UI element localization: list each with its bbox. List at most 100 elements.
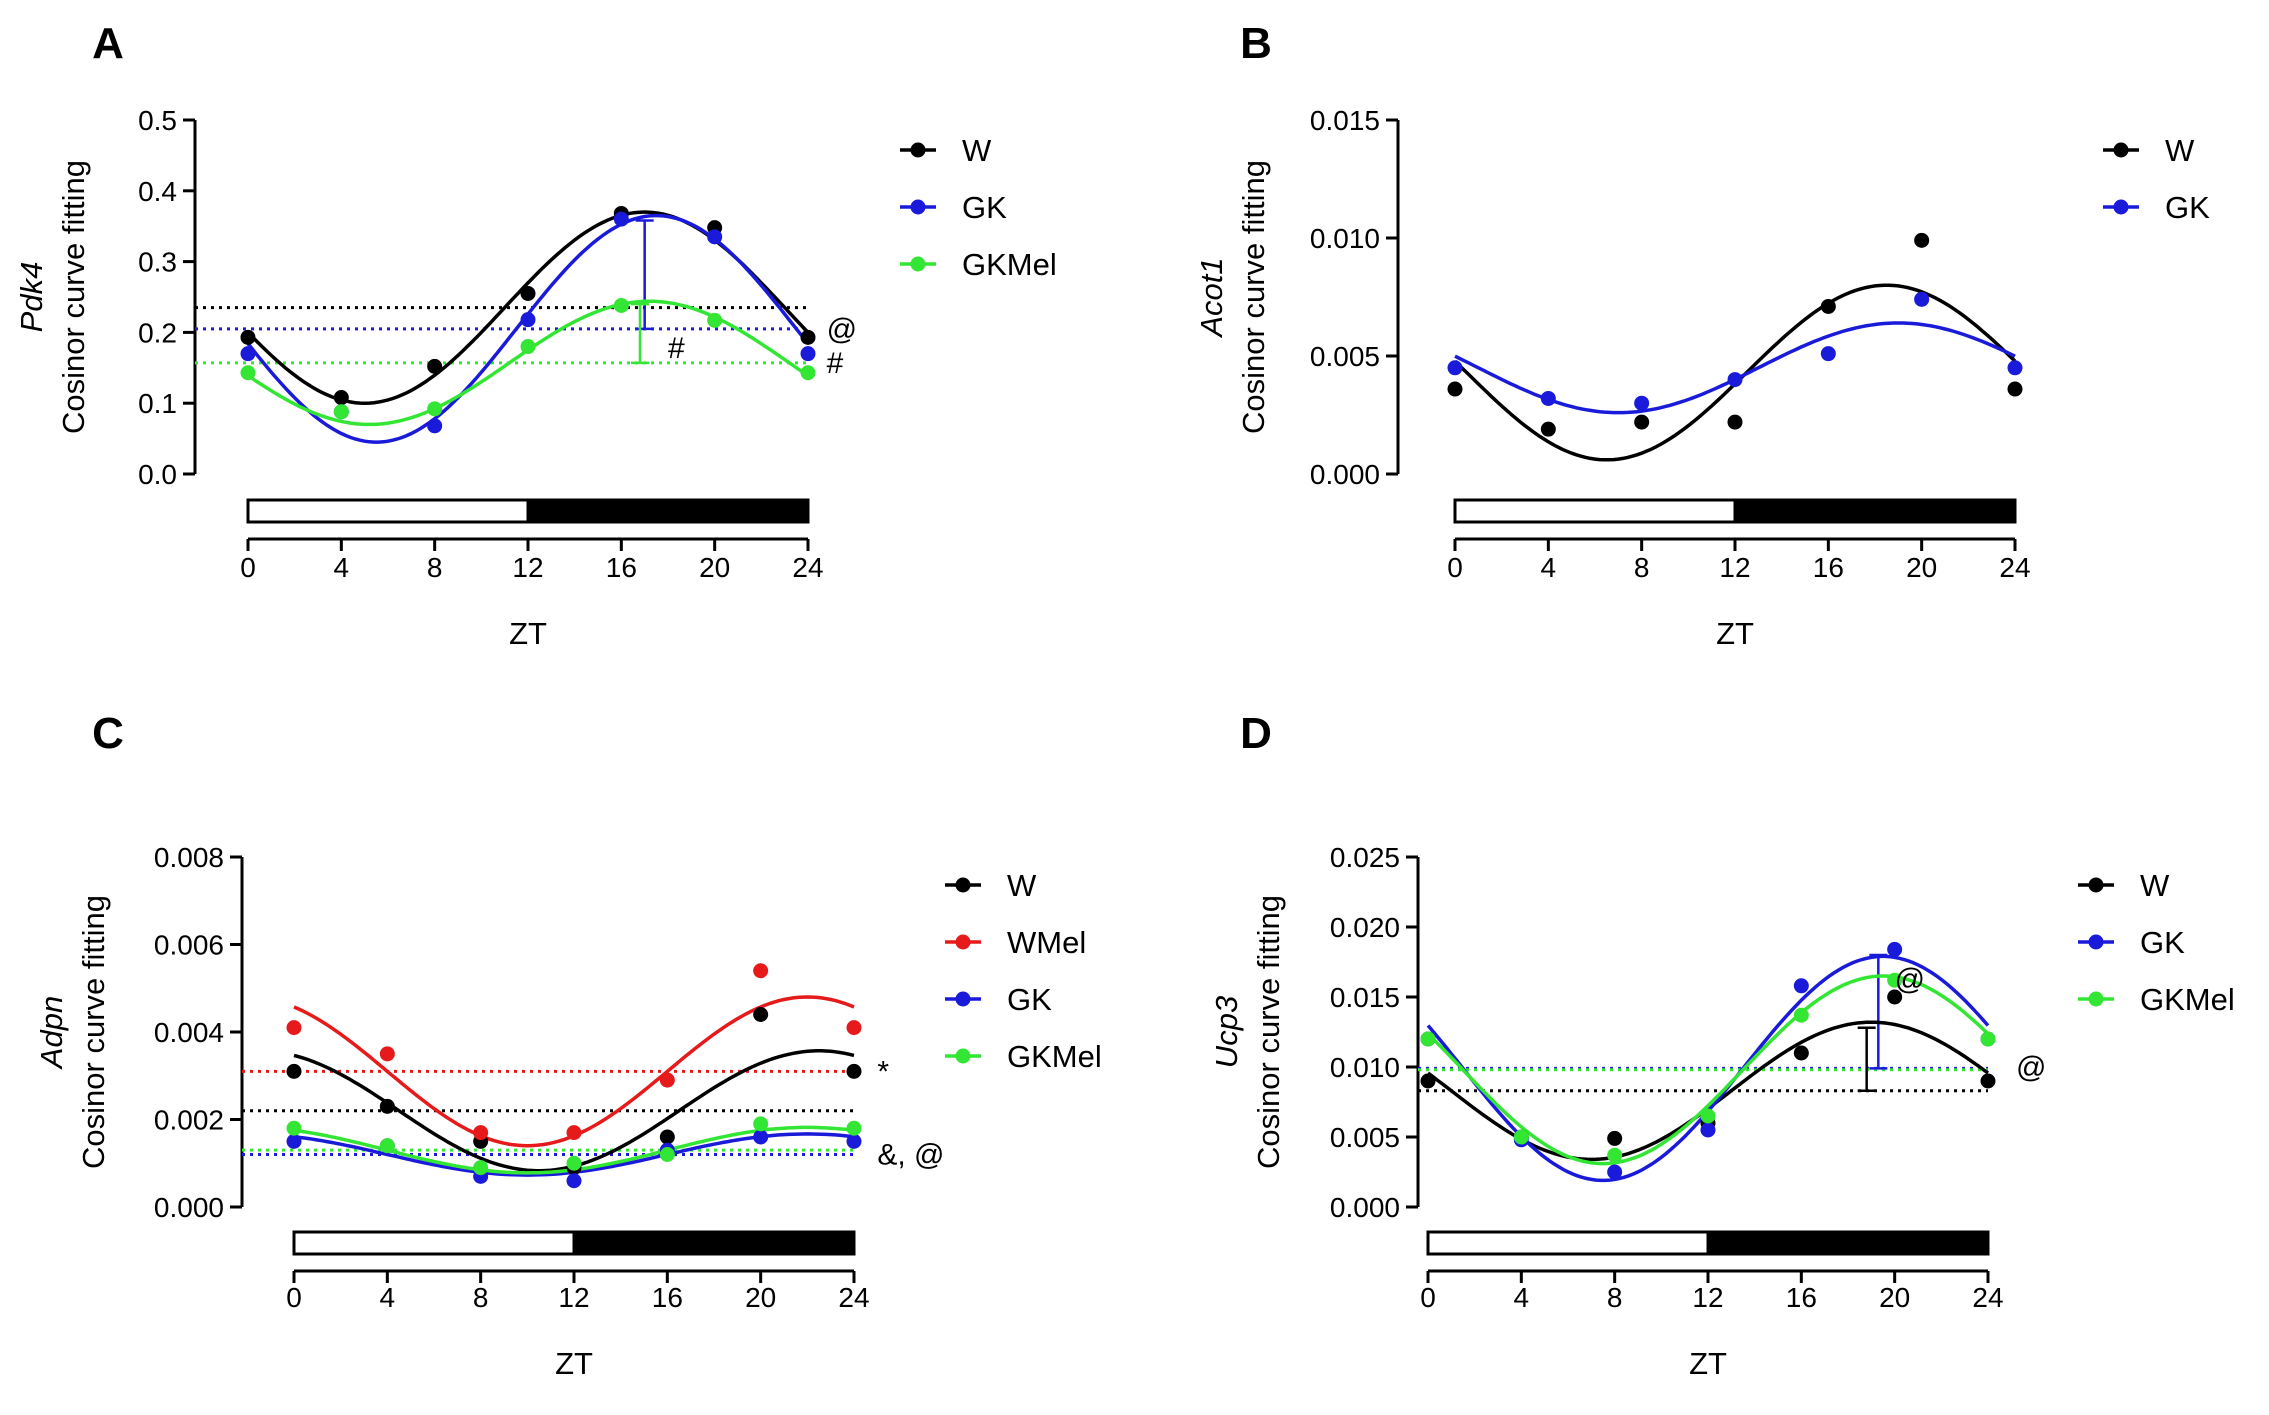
x-tick-label: 8 — [427, 552, 443, 583]
legend-label: GK — [2140, 925, 2185, 960]
data-point-gk — [286, 1133, 302, 1149]
data-point-gk — [753, 1129, 769, 1145]
legend-label: GKMel — [2140, 982, 2235, 1017]
data-point-gkmel — [659, 1147, 675, 1162]
panel-letter: A — [92, 19, 124, 68]
y-axis-gene-label: Adpn — [34, 996, 69, 1070]
data-point-w — [800, 329, 816, 345]
x-tick-label: 0 — [1447, 552, 1463, 583]
fit-curve-gk — [1454, 321, 2016, 415]
legend-item-gkmel: GKMel — [945, 1039, 1102, 1074]
y-tick-label: 0.015 — [1310, 105, 1380, 136]
data-point-w — [846, 1063, 862, 1079]
y-tick-label: 0.006 — [154, 930, 224, 961]
light-phase-bar — [292, 1230, 576, 1256]
dark-phase-bar — [1706, 1230, 1990, 1256]
x-tick-label: 24 — [792, 552, 823, 583]
legend-swatch-marker — [2088, 991, 2104, 1007]
y-tick-label: 0.0 — [138, 459, 177, 490]
x-tick-label: 8 — [473, 1282, 489, 1313]
legend-item-gkmel: GKMel — [2078, 982, 2235, 1017]
data-point-gkmel — [427, 401, 443, 417]
x-tick-label: 24 — [838, 1282, 869, 1313]
significance-annotation: &, @ — [877, 1139, 944, 1172]
data-point-w — [427, 358, 443, 374]
y-tick-label: 0.000 — [1330, 1192, 1400, 1223]
data-point-gkmel — [1887, 972, 1903, 988]
data-point-gkmel — [240, 365, 256, 381]
x-tick-label: 12 — [1719, 552, 1750, 583]
significance-annotation: @ — [1895, 963, 1925, 996]
light-phase-bar — [246, 498, 530, 524]
legend-label: GK — [962, 190, 1007, 225]
x-tick-label: 20 — [1906, 552, 1937, 583]
y-axis-gene-label: Pdk4 — [14, 262, 49, 333]
legend-swatch-marker — [955, 991, 971, 1007]
data-point-w — [2007, 381, 2023, 397]
legend-item-w: W — [2103, 133, 2195, 168]
data-point-gk — [707, 229, 723, 245]
x-tick-label: 4 — [1514, 1282, 1530, 1313]
x-tick-label: 16 — [652, 1282, 683, 1313]
data-point-gk — [846, 1133, 862, 1149]
legend-swatch-marker — [2113, 142, 2129, 158]
data-point-w — [1540, 421, 1556, 437]
data-point-w — [1727, 414, 1743, 430]
y-axis-gene-label: Acot1 — [1194, 257, 1229, 338]
x-axis-label: ZT — [555, 1346, 593, 1381]
y-tick-label: 0.010 — [1310, 223, 1380, 254]
data-point-wmel — [379, 1046, 395, 1062]
legend-label: W — [2140, 868, 2170, 903]
legend-item-w: W — [900, 133, 992, 168]
data-point-w — [1634, 414, 1650, 430]
data-point-w — [1607, 1130, 1623, 1146]
panel-letter: D — [1240, 709, 1272, 758]
legend-item-w: W — [945, 868, 1037, 903]
data-point-gk — [240, 346, 256, 362]
legend-item-gk: GK — [945, 982, 1052, 1017]
data-point-w — [753, 1007, 769, 1022]
legend-item-wmel: WMel — [945, 925, 1086, 960]
data-point-gk — [566, 1173, 582, 1189]
x-tick-label: 4 — [334, 552, 350, 583]
legend-item-gk: GK — [900, 190, 1007, 225]
x-axis-label: ZT — [1689, 1346, 1727, 1381]
data-point-gkmel — [1793, 1007, 1809, 1023]
x-tick-label: 12 — [1692, 1282, 1723, 1313]
data-point-gk — [1914, 291, 1930, 307]
dark-phase-bar — [1733, 498, 2017, 524]
legend-swatch-marker — [910, 142, 926, 158]
y-axis-label: Cosinor curve fitting — [76, 895, 111, 1169]
y-tick-label: 0.005 — [1310, 341, 1380, 372]
data-point-gk — [1700, 1122, 1716, 1138]
y-tick-label: 0.4 — [138, 176, 177, 207]
data-point-w — [1980, 1073, 1996, 1089]
legend-swatch-marker — [2088, 934, 2104, 950]
panel-d: D 0.000 0.005 0.010 0.015 0.020 0.025 Ucp3 Cosin… — [1209, 709, 2235, 1381]
data-point-wmel — [753, 963, 769, 979]
data-point-w — [1820, 298, 1836, 314]
data-point-gkmel — [707, 312, 723, 328]
x-tick-label: 12 — [558, 1282, 589, 1313]
data-point-gk — [1887, 941, 1903, 957]
legend-swatch-marker — [955, 934, 971, 950]
legend-swatch-marker — [955, 877, 971, 893]
data-point-wmel — [286, 1020, 302, 1036]
legend-swatch-marker — [2088, 877, 2104, 893]
data-point-wmel — [659, 1072, 675, 1088]
legend-item-gk: GK — [2103, 190, 2210, 225]
legend-swatch-marker — [910, 256, 926, 272]
legend-label: W — [1007, 868, 1037, 903]
x-tick-label: 4 — [1541, 552, 1557, 583]
y-tick-label: 0.010 — [1330, 1052, 1400, 1083]
x-tick-label: 20 — [745, 1282, 776, 1313]
data-point-wmel — [473, 1125, 489, 1141]
significance-annotation: @ — [2016, 1051, 2046, 1084]
data-point-gkmel — [846, 1120, 862, 1136]
data-point-gkmel — [1607, 1147, 1623, 1163]
data-point-gkmel — [613, 297, 629, 313]
data-point-gkmel — [286, 1120, 302, 1136]
data-point-gkmel — [800, 365, 816, 381]
legend-label: WMel — [1007, 925, 1086, 960]
x-tick-label: 20 — [1879, 1282, 1910, 1313]
